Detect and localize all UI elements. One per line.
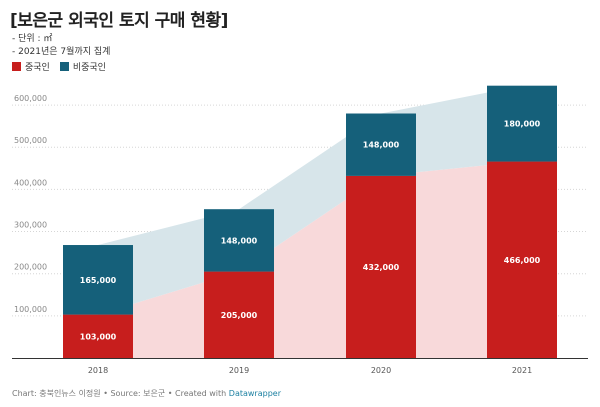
y-tick-label: 500,000: [14, 136, 47, 145]
footer-credit: Chart: 충북인뉴스 이정원 • Source: 보은군 • Created…: [12, 389, 229, 398]
bar-non-chinese: [346, 113, 416, 176]
y-tick-label: 200,000: [14, 263, 47, 272]
data-label-non-chinese: 148,000: [221, 236, 258, 245]
bar-chinese: [346, 175, 416, 358]
y-axis: 100,000 200,000 300,000 400,000 500,000 600,0…: [14, 94, 47, 314]
legend: 중국인 비중국인: [12, 60, 106, 73]
data-label-non-chinese: 165,000: [80, 276, 117, 285]
data-label-non-chinese: 148,000: [363, 141, 400, 150]
note-unit: - 단위 : ㎡: [12, 34, 53, 44]
y-tick-label: 300,000: [14, 221, 47, 230]
data-label-chinese: 205,000: [221, 311, 258, 320]
bar-chinese: [204, 271, 274, 358]
legend-item-chinese: 중국인: [12, 60, 50, 73]
bar-non-chinese: [487, 85, 557, 162]
x-tick-label: 2019: [229, 366, 249, 375]
y-tick-label: 600,000: [14, 94, 47, 103]
chart-title: [보은군 외국인 토지 구매 현황]: [10, 11, 228, 31]
bar-non-chinese: [204, 209, 274, 272]
data-label-chinese: 432,000: [363, 263, 400, 272]
chart-notes: - 단위 : ㎡ - 2021년은 7월까지 집계: [12, 33, 110, 59]
y-tick-label: 400,000: [14, 178, 47, 187]
legend-swatch-non-chinese: [59, 62, 69, 71]
bar-non-chinese: [63, 245, 133, 315]
bar-chinese: [487, 161, 557, 358]
data-label-non-chinese: 180,000: [504, 120, 541, 129]
datawrapper-link[interactable]: Datawrapper: [228, 389, 281, 398]
bars: 103,000 165,000 205,000 148,000 432,000 148,0…: [63, 85, 557, 358]
legend-label-chinese: 중국인: [25, 63, 50, 73]
data-label-chinese: 466,000: [504, 256, 541, 265]
chart-footer: Chart: 충북인뉴스 이정원 • Source: 보은군 • Created…: [12, 388, 281, 399]
x-tick-label: 2018: [88, 366, 108, 375]
legend-label-non-chinese: 비중국인: [72, 63, 106, 73]
y-tick-label: 100,000: [14, 305, 47, 314]
legend-item-non-chinese: 비중국인: [59, 60, 106, 73]
data-label-chinese: 103,000: [80, 332, 117, 341]
legend-swatch-chinese: [12, 62, 21, 71]
area-bands: [98, 85, 522, 358]
bar-chinese: [63, 314, 133, 358]
x-axis: 2018 2019 2020 2021: [12, 358, 588, 375]
x-tick-label: 2021: [512, 366, 532, 375]
x-tick-label: 2020: [371, 366, 391, 375]
note-period: - 2021년은 7월까지 집계: [12, 47, 111, 57]
